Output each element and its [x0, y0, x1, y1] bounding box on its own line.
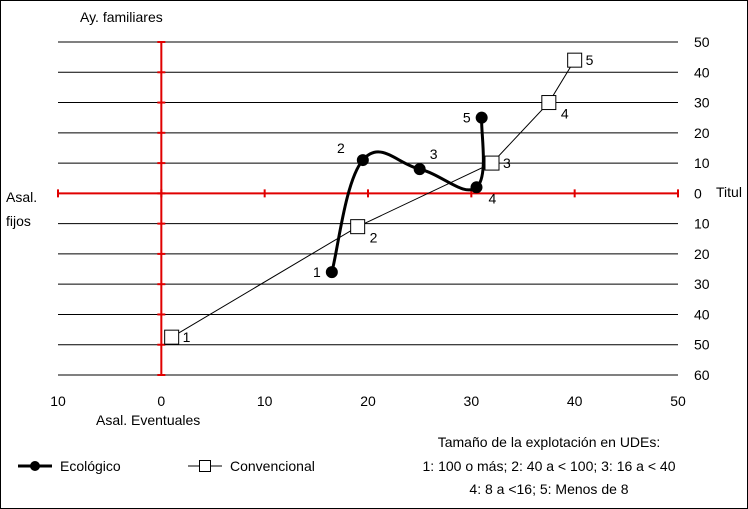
y-tick-labels: 50 40 30 20 10 0 10 20 30 40 50 60 [694, 34, 710, 383]
series-1-point-1 [164, 329, 180, 345]
x-tick-label-2: 10 [257, 393, 273, 409]
series-0-point-5 [475, 111, 488, 124]
series-0-point-label-2: 2 [337, 140, 345, 156]
axes [57, 41, 679, 376]
y-tick-label-3: 20 [694, 125, 710, 141]
legend-label-ecologico: Ecológico [60, 458, 121, 474]
legend-marker-convencional [199, 460, 211, 472]
series-ecol-gico: 1 2 3 4 5 [313, 110, 496, 280]
top-axis-label: Ay. familiares [80, 9, 163, 25]
series-0-point-label-4: 4 [489, 190, 497, 206]
series-layer: 1 2 3 4 5 1 2 3 4 5 [164, 52, 594, 345]
legend: Ecológico Convencional [18, 458, 315, 474]
x-tick-label-1: 0 [157, 393, 165, 409]
series-convencional: 1 2 3 4 5 [164, 52, 594, 345]
size-note-title: Tamaño de la explotación en UDEs: [438, 434, 661, 450]
series-1-point-5 [567, 52, 583, 68]
size-note-line-2: 4: 8 a <16; 5: Menos de 8 [469, 481, 628, 497]
series-0-point-2 [356, 154, 369, 167]
x-tick-label-3: 20 [360, 393, 376, 409]
right-axis-label: Titul [716, 184, 742, 200]
y-tick-label-9: 40 [694, 306, 710, 322]
series-0-point-label-5: 5 [463, 110, 471, 126]
series-1-point-3 [484, 155, 500, 171]
legend-item-convencional: Convencional [188, 458, 315, 474]
y-tick-label-11: 60 [694, 367, 710, 383]
series-1-point-label-5: 5 [586, 52, 594, 68]
y-tick-label-10: 50 [694, 337, 710, 353]
y-tick-label-5: 0 [694, 185, 702, 201]
left-axis-label-line-1: Asal. [6, 189, 37, 205]
x-tick-label-4: 30 [464, 393, 480, 409]
legend-marker-ecologico [30, 461, 40, 471]
series-0-point-4 [470, 181, 483, 194]
series-1-point-label-1: 1 [183, 329, 191, 345]
y-tick-label-0: 50 [694, 34, 710, 50]
series-0-point-label-3: 3 [430, 146, 438, 162]
y-tick-label-8: 30 [694, 276, 710, 292]
y-tick-label-2: 30 [694, 95, 710, 111]
left-axis-label: Asal. fijos [6, 189, 41, 229]
x-tick-label-0: 10 [50, 393, 66, 409]
y-tick-label-6: 10 [694, 216, 710, 232]
x-tick-label-5: 40 [567, 393, 583, 409]
y-tick-label-4: 10 [694, 155, 710, 171]
left-axis-label-line-2: fijos [6, 213, 31, 229]
y-tick-label-7: 20 [694, 246, 710, 262]
x-tick-label-6: 50 [670, 393, 686, 409]
y-tick-label-1: 40 [694, 64, 710, 80]
legend-item-ecologico: Ecológico [18, 458, 121, 474]
legend-label-convencional: Convencional [230, 458, 315, 474]
series-1-point-4 [541, 95, 557, 111]
series-1-point-label-2: 2 [370, 230, 378, 246]
series-0-point-1 [325, 266, 338, 279]
series-1-point-2 [350, 219, 366, 235]
series-1-point-label-3: 3 [503, 155, 511, 171]
series-1-point-label-4: 4 [561, 106, 569, 122]
bottom-axis-label: Asal. Eventuales [96, 412, 200, 428]
size-note: Tamaño de la explotación en UDEs: 1: 100… [423, 434, 676, 497]
size-note-line-1: 1: 100 o más; 2: 40 a < 100; 3: 16 a < 4… [423, 458, 676, 474]
series-0-point-label-1: 1 [313, 264, 321, 280]
x-tick-labels: 10 0 10 20 30 40 50 [50, 393, 686, 409]
series-0-point-3 [413, 163, 426, 176]
